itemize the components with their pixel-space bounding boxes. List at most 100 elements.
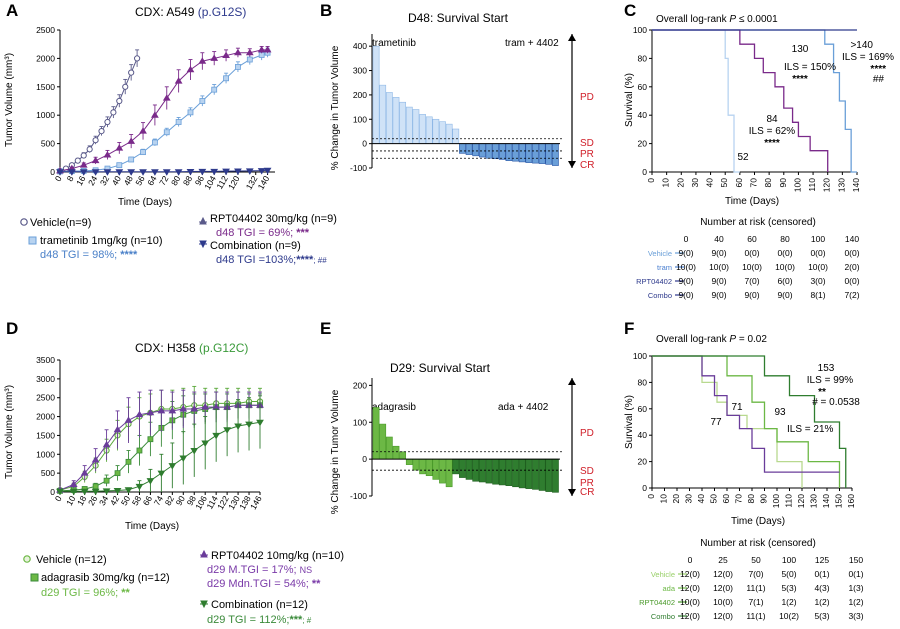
- waterfall-bar: [538, 143, 546, 164]
- x-tick-label: 80: [746, 494, 756, 504]
- c-combo-median: >140: [850, 40, 873, 51]
- risk-cell: 7(0): [744, 276, 759, 286]
- y-tick-label: 200: [353, 380, 367, 390]
- data-point: [257, 168, 266, 175]
- data-point: [146, 478, 155, 485]
- data-point: [222, 168, 230, 176]
- waterfall-bar: [552, 458, 559, 493]
- f-rpt-median: 71: [731, 402, 743, 413]
- risk-cell: 12(0): [713, 611, 733, 621]
- survival-curve: [652, 355, 840, 473]
- legend-a-combo-tgi: d48 TGI =103%;****; ##: [216, 254, 327, 266]
- legend-a-tram-tgi: d48 TGI = 98%; ****: [40, 249, 138, 261]
- x-tick-label: 10: [659, 494, 669, 504]
- panel-c-logrank: Overall log-rank P ≤ 0.0001: [656, 14, 778, 25]
- panel-b-title: D48: Survival Start: [408, 11, 509, 25]
- panel-c-risk-title: Number at risk (censored): [700, 217, 816, 228]
- y-tick-label: 0: [362, 139, 367, 149]
- panel-c-axes: 0 20 40 60 80 100 0 10 20 30 40 50 60 70 80 90 100 110 120…: [633, 25, 861, 192]
- data-point: [104, 118, 111, 126]
- risk-cell: 3(3): [848, 611, 863, 621]
- vehicle-d-marker-icon: [23, 555, 31, 563]
- waterfall-bar: [385, 436, 393, 460]
- panel-d-legend: Vehicle (n=12) adagrasib 30mg/kg (n=12) …: [23, 549, 344, 626]
- x-tick-label: 82: [163, 494, 177, 507]
- data-point: [246, 56, 253, 63]
- data-point: [210, 54, 219, 61]
- f-veh-median: 77: [710, 417, 722, 428]
- data-point: [136, 447, 143, 454]
- x-tick-label: 74: [152, 494, 166, 507]
- data-point: [113, 487, 122, 495]
- risk-col-header: 0: [684, 234, 689, 244]
- panel-f-ylabel: Survival (%): [624, 395, 635, 449]
- x-tick-label: 72: [157, 174, 171, 187]
- waterfall-bar: [498, 143, 506, 160]
- vehicle-marker-icon: [20, 218, 28, 226]
- x-tick-label: 40: [696, 494, 706, 504]
- data-point: [80, 152, 87, 159]
- risk-cell: 0(0): [844, 248, 859, 258]
- y-tick-label: 1000: [36, 110, 55, 120]
- x-tick-label: 56: [133, 174, 147, 187]
- c-combo-sig2: ##: [873, 74, 885, 85]
- x-tick-label: 0: [53, 494, 64, 503]
- data-point: [122, 83, 129, 90]
- data-point: [162, 169, 171, 176]
- data-point: [151, 169, 159, 176]
- risk-cell: 10(2): [779, 611, 799, 621]
- x-tick-label: 50: [709, 494, 719, 504]
- combo-d-marker-icon: [200, 600, 208, 609]
- risk-cell: 3(0): [810, 276, 825, 286]
- risk-cell: 11(1): [746, 583, 765, 593]
- x-tick-label: 18: [75, 494, 89, 507]
- data-point: [263, 167, 272, 175]
- data-point: [92, 483, 99, 490]
- panel-a-letter: A: [6, 1, 18, 20]
- risk-cell: 11(1): [746, 611, 765, 621]
- risk-row-label: RPT04402: [636, 277, 672, 286]
- data-point: [86, 146, 93, 153]
- risk-col-header: 150: [849, 555, 863, 565]
- y-tick-label: 1000: [36, 449, 55, 459]
- risk-row-label: Vehicle: [648, 249, 672, 258]
- data-point: [151, 111, 159, 118]
- data-point: [179, 405, 188, 412]
- panel-a-legend: Vehicle(n=9) RPT04402 30mg/kg (n=9) d48 …: [20, 213, 337, 266]
- data-point: [127, 169, 136, 176]
- risk-cell: 0(1): [814, 569, 829, 579]
- x-tick-label: 0: [53, 174, 64, 183]
- data-point: [235, 64, 241, 70]
- risk-col-header: 140: [845, 234, 859, 244]
- panel-b-right-label: tram + 4402: [505, 38, 559, 49]
- x-tick-label: 70: [734, 494, 744, 504]
- data-point: [151, 139, 158, 146]
- risk-cell: 9(0): [711, 290, 726, 300]
- f-combo-ils: ILS = 99%: [807, 375, 854, 386]
- data-point: [157, 470, 166, 478]
- x-tick-label: 24: [86, 174, 100, 187]
- data-point: [128, 69, 135, 76]
- waterfall-bar: [545, 458, 553, 492]
- waterfall-bar: [545, 143, 553, 165]
- data-point: [91, 169, 100, 176]
- data-point: [115, 169, 124, 176]
- panel-d-ylabel: Tumor Volume (mm³): [4, 385, 15, 479]
- x-tick-label: 10: [661, 178, 671, 188]
- data-point: [263, 45, 272, 53]
- risk-cell: 12(0): [680, 569, 700, 579]
- risk-cell: 0(0): [810, 248, 825, 258]
- data-point: [157, 406, 166, 414]
- panel-d-xlabel: Time (Days): [125, 521, 179, 532]
- data-point: [134, 55, 141, 62]
- y-tick-label: 2500: [36, 393, 55, 403]
- series-line: [59, 400, 260, 491]
- risk-cell: 0(1): [848, 569, 863, 579]
- data-point: [139, 169, 147, 176]
- waterfall-bar: [439, 121, 446, 144]
- waterfall-bar: [425, 116, 433, 144]
- risk-cell: 12(0): [680, 611, 700, 621]
- risk-col-header: 100: [782, 555, 796, 565]
- x-tick-label: 30: [690, 178, 700, 188]
- data-point: [115, 144, 124, 151]
